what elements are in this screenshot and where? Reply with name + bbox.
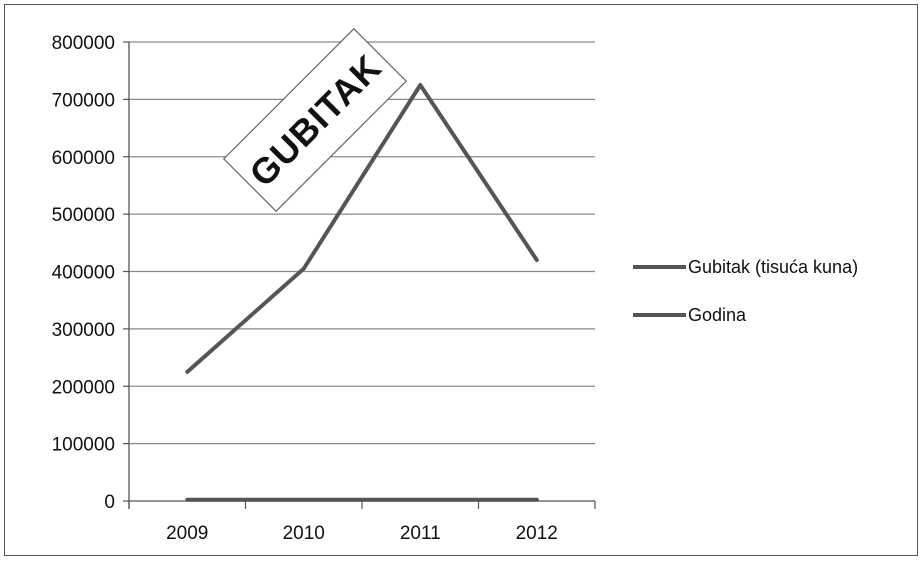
annotation-stamp: GUBITAK <box>222 27 408 213</box>
series-lines <box>185 83 539 502</box>
y-tick-label: 500000 <box>52 205 115 226</box>
legend-label: Gubitak (tisuća kuna) <box>688 257 858 277</box>
y-tick-label: 700000 <box>52 90 115 111</box>
x-tick-label: 2009 <box>166 523 208 544</box>
y-tick-label: 0 <box>104 492 115 513</box>
x-tick-label: 2011 <box>400 523 441 544</box>
series-line-1 <box>185 83 539 374</box>
y-tick-label: 200000 <box>52 377 115 398</box>
x-tick-label: 2010 <box>283 523 325 544</box>
gridlines <box>129 41 595 445</box>
chart-frame: 0 100000 200000 300000 400000 500000 600000 700… <box>4 4 918 556</box>
x-tick-labels: 2009 2010 2011 2012 <box>166 523 558 544</box>
x-tick-label: 2012 <box>516 523 558 544</box>
y-tick-label: 600000 <box>52 148 115 169</box>
y-tick-label: 100000 <box>52 435 115 456</box>
loss-line-chart: 0 100000 200000 300000 400000 500000 600000 700… <box>52 27 858 544</box>
y-tick-labels: 0 100000 200000 300000 400000 500000 600000 700… <box>52 33 115 513</box>
legend: Gubitak (tisuća kuna) Godina <box>633 257 858 325</box>
y-tick-label: 300000 <box>52 320 115 341</box>
legend-label: Godina <box>688 305 747 325</box>
annotation-box <box>222 27 408 213</box>
y-tick-label: 800000 <box>52 33 115 54</box>
y-tick-label: 400000 <box>52 263 115 284</box>
